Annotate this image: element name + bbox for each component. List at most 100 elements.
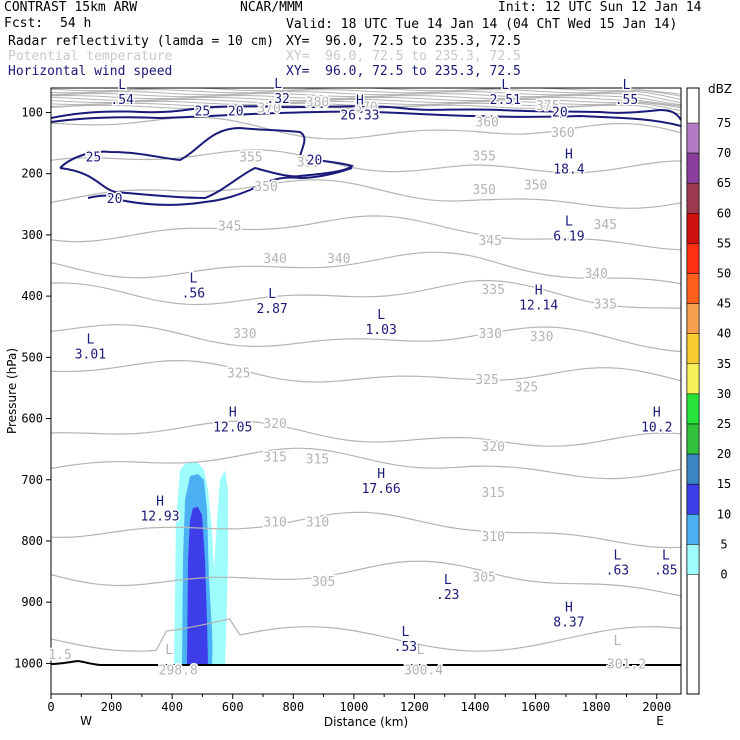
- wind-extremum-type: L: [613, 548, 621, 563]
- theta-isentrope-330: [51, 324, 681, 353]
- theta-isentrope-stratosphere: [51, 100, 681, 109]
- colorbar-level-label: 35: [717, 357, 731, 371]
- theta-contour-label: 310: [263, 515, 286, 530]
- y-tick-label: 800: [21, 534, 43, 548]
- wind-contour-label: 20: [228, 105, 244, 120]
- wind-extremum-value: 3.01: [75, 347, 106, 362]
- theta-contour-label: 310: [481, 530, 504, 545]
- wind-extremum-type: H: [565, 147, 573, 162]
- x-axis-west-label: W: [80, 714, 92, 728]
- theta-contour-label: 380: [306, 95, 329, 110]
- x-tick-label: 600: [222, 700, 244, 714]
- forecast-value: 54 h: [60, 16, 92, 31]
- y-tick-label: 1000: [14, 656, 43, 670]
- init-time: Init: 12 UTC Sun 12 Jan 14: [498, 0, 702, 15]
- colorbar-level-label: 75: [717, 116, 731, 130]
- colorbar-level-label: 40: [717, 327, 731, 341]
- colorbar-swatch: [686, 453, 700, 485]
- colorbar-level-label: 70: [717, 146, 731, 160]
- theta-contour-label: 310: [306, 515, 329, 530]
- theta-contour-label: 350: [472, 183, 495, 198]
- x-tick-label: 800: [282, 700, 304, 714]
- wind-extremum-value: .53: [394, 640, 417, 655]
- y-tick-label: 300: [21, 228, 43, 242]
- wind-extremum-value: .56: [182, 287, 205, 302]
- y-tick-label: 600: [21, 412, 43, 426]
- wind-extremum-value: 1.03: [365, 323, 396, 338]
- y-tick-label: 100: [21, 105, 43, 119]
- wind-contour-label: 20: [107, 192, 123, 207]
- theta-isentrope-stratosphere: [51, 89, 681, 97]
- x-tick-label: 1000: [339, 700, 368, 714]
- theta-isentrope-320: [51, 420, 681, 447]
- theta-contour-label: 315: [306, 452, 329, 467]
- theta-contour-label: 330: [233, 327, 256, 342]
- colorbar-level-label: 25: [717, 417, 731, 431]
- wind-extremum-value: 17.66: [362, 482, 401, 497]
- colorbar-swatch: [686, 303, 700, 334]
- x-tick-label: 2000: [642, 700, 671, 714]
- wind-extremum-type: H: [565, 600, 573, 615]
- wind-extremum-value: 2.51: [490, 93, 521, 108]
- colorbar-swatch: [686, 393, 700, 425]
- theta-contour-label: 325: [475, 373, 498, 388]
- theta-contour-label: 350: [254, 180, 277, 195]
- colorbar-level-label: 55: [717, 236, 731, 250]
- forecast-label: Fcst:: [4, 16, 44, 31]
- wind-extremum-value: .23: [436, 588, 459, 603]
- wind-extremum-type: L: [268, 287, 276, 302]
- colorbar-swatch: [686, 243, 700, 274]
- x-tick-label: 1400: [461, 700, 490, 714]
- field-xy-theta: XY= 96.0, 72.5 to 235.3, 72.5: [286, 49, 521, 64]
- theta-contour-label: 305: [312, 575, 335, 590]
- theta-contour-label: 315: [481, 486, 504, 501]
- field-xy-reflectivity: XY= 96.0, 72.5 to 235.3, 72.5: [286, 34, 521, 49]
- y-axis-title: Pressure (hPa): [5, 348, 19, 434]
- theta-contour-label: 360: [551, 126, 574, 141]
- theta-isentrope-stratosphere: [51, 94, 681, 106]
- wind-extremum-type: H: [377, 467, 385, 482]
- colorbar-level-label: 65: [717, 176, 731, 190]
- wind-extremum-value: 12.05: [213, 421, 252, 436]
- plot-frame: [50, 87, 682, 695]
- theta-isentrope-340: [51, 251, 681, 285]
- theta-contour-label: 345: [478, 234, 501, 249]
- theta-contour-label: 1.5: [48, 648, 71, 663]
- field-name-theta: Potential temperature: [8, 49, 173, 64]
- wind-contour-label: 20: [552, 105, 568, 120]
- wind-extremum-type: L: [623, 78, 631, 93]
- wind-extremum-type: H: [229, 406, 237, 421]
- x-tick-label: 400: [161, 700, 183, 714]
- colorbar-level-label: 30: [717, 387, 731, 401]
- theta-contour-label: 315: [263, 450, 286, 465]
- field-name-reflectivity: Radar reflectivity (lamda = 10 cm): [8, 34, 275, 49]
- colorbar-swatch: [686, 514, 700, 545]
- valid-time: Valid: 18 UTC Tue 14 Jan 14 (04 ChT Wed …: [286, 17, 678, 32]
- colorbar-swatch: [686, 182, 700, 214]
- wind-contour-label: 25: [86, 151, 102, 166]
- theta-isentrope-surface: [51, 618, 681, 652]
- colorbar-swatch: [686, 544, 700, 575]
- theta-contour-label: 330: [530, 330, 553, 345]
- theta-contour-label: 370: [257, 102, 280, 117]
- theta-contour-label: 355: [297, 155, 320, 170]
- wind-extremum-type: L: [501, 78, 509, 93]
- wind-extremum-type: L: [377, 308, 385, 323]
- theta-contour-label: 375: [536, 99, 559, 114]
- theta-extremum-marker: L: [165, 643, 173, 658]
- model-title: CONTRAST 15km ARW: [4, 0, 138, 15]
- reflectivity-15dbz: [187, 507, 208, 666]
- theta-isentrope-335: [51, 279, 681, 309]
- wind-extremum-type: L: [86, 332, 94, 347]
- x-axis-title: Distance (km): [324, 715, 408, 729]
- theta-contour-label: 340: [584, 267, 607, 282]
- wind-extremum-type: H: [156, 494, 164, 509]
- theta-contour-label: 345: [594, 218, 617, 233]
- theta-isentrope-325: [51, 359, 681, 383]
- theta-contour-label: 320: [263, 417, 286, 432]
- wind-extremum-type: L: [189, 272, 197, 287]
- wind-extremum-type: L: [401, 625, 409, 640]
- theta-contour-label: 325: [227, 367, 250, 382]
- theta-contour-label: 350: [524, 179, 547, 194]
